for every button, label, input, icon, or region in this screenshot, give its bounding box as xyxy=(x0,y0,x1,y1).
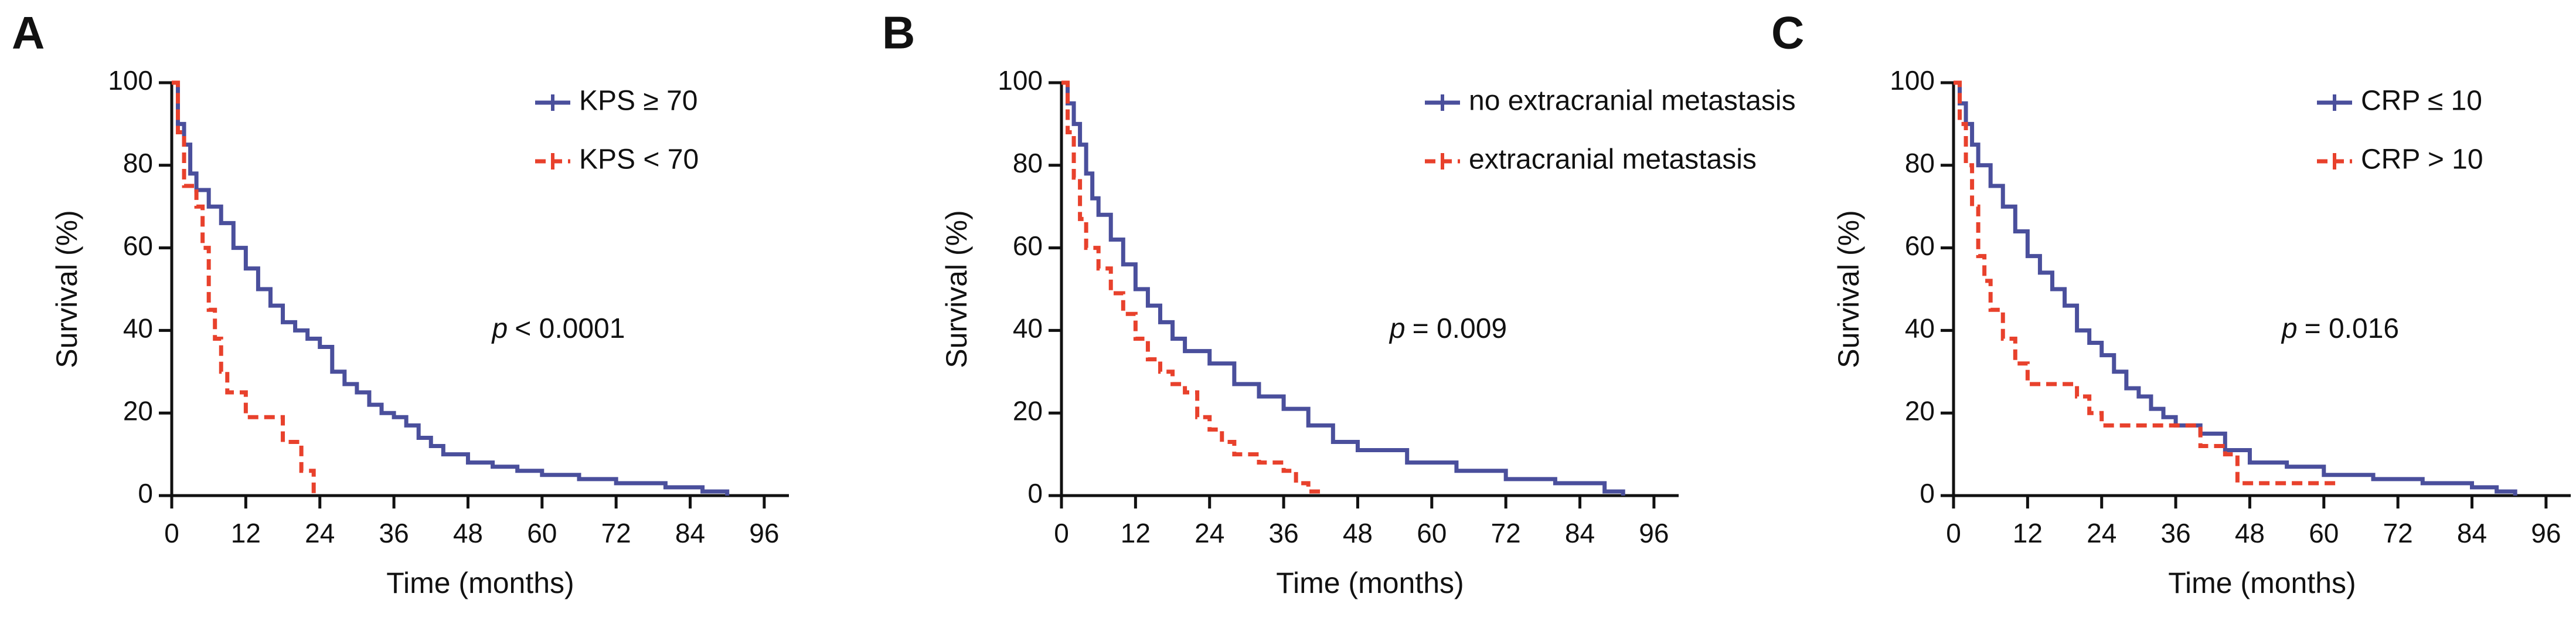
legend-label: CRP ≤ 10 xyxy=(2361,86,2482,117)
survival-curve xyxy=(1061,80,1625,496)
x-tick-label: 48 xyxy=(2235,518,2265,548)
survival-curve xyxy=(172,80,730,496)
x-tick-label: 72 xyxy=(1491,518,1521,548)
x-tick-label: 96 xyxy=(749,518,779,548)
y-axis-label: Survival (%) xyxy=(940,210,973,368)
p-value-text: < 0.0001 xyxy=(515,313,625,344)
y-tick-label: 40 xyxy=(123,313,153,344)
legend-label: no extracranial metastasis xyxy=(1469,86,1796,117)
x-tick-label: 48 xyxy=(1343,518,1373,548)
y-tick-label: 100 xyxy=(108,65,153,96)
x-tick-label: 36 xyxy=(1268,518,1298,548)
x-tick-label: 96 xyxy=(2531,518,2561,548)
x-tick-label: 60 xyxy=(2309,518,2339,548)
x-tick-label: 72 xyxy=(601,518,631,548)
legend-label: extracranial metastasis xyxy=(1469,144,1757,175)
x-tick-label: 60 xyxy=(527,518,557,548)
p-value: p = 0.016 xyxy=(2281,313,2399,344)
y-tick-label: 80 xyxy=(123,148,153,178)
y-tick-label: 0 xyxy=(138,478,153,508)
x-tick-label: 24 xyxy=(1195,518,1224,548)
y-tick-label: 20 xyxy=(123,395,153,426)
panel-letter: B xyxy=(882,7,915,59)
x-tick-label: 0 xyxy=(164,518,179,548)
y-tick-label: 40 xyxy=(1013,313,1043,344)
x-tick-label: 0 xyxy=(1946,518,1961,548)
x-tick-label: 72 xyxy=(2383,518,2413,548)
legend-label: CRP > 10 xyxy=(2361,144,2483,175)
x-tick-label: 84 xyxy=(675,518,705,548)
x-axis-label: Time (months) xyxy=(1276,567,1464,599)
p-value-text: = 0.016 xyxy=(2305,313,2399,344)
x-tick-label: 12 xyxy=(2013,518,2043,548)
survival-curve xyxy=(172,80,316,496)
y-tick-label: 60 xyxy=(1905,230,1935,261)
x-tick-label: 84 xyxy=(1565,518,1595,548)
x-tick-label: 36 xyxy=(379,518,409,548)
x-tick-label: 12 xyxy=(231,518,261,548)
p-value-text: = 0.009 xyxy=(1413,313,1507,344)
y-tick-label: 60 xyxy=(123,230,153,261)
y-tick-label: 20 xyxy=(1013,395,1043,426)
x-tick-label: 96 xyxy=(1639,518,1669,548)
x-tick-label: 48 xyxy=(453,518,483,548)
y-tick-label: 100 xyxy=(1890,65,1935,96)
panel-letter: C xyxy=(1771,7,1804,59)
y-tick-label: 80 xyxy=(1013,148,1043,178)
x-tick-label: 36 xyxy=(2160,518,2190,548)
p-symbol: p xyxy=(1389,313,1406,344)
p-symbol: p xyxy=(491,313,508,344)
x-axis-label: Time (months) xyxy=(386,567,574,599)
survival-curve xyxy=(1061,80,1323,496)
y-tick-label: 80 xyxy=(1905,148,1935,178)
x-tick-label: 60 xyxy=(1417,518,1447,548)
y-axis-label: Survival (%) xyxy=(50,210,83,368)
p-value: p < 0.0001 xyxy=(491,313,625,344)
y-axis-label: Survival (%) xyxy=(1832,210,1865,368)
y-tick-label: 60 xyxy=(1013,230,1043,261)
y-tick-label: 0 xyxy=(1027,478,1043,508)
p-symbol: p xyxy=(2281,313,2298,344)
x-tick-label: 24 xyxy=(305,518,335,548)
y-tick-label: 40 xyxy=(1905,313,1935,344)
y-tick-label: 100 xyxy=(998,65,1043,96)
y-tick-label: 20 xyxy=(1905,395,1935,426)
x-tick-label: 12 xyxy=(1121,518,1151,548)
x-tick-label: 24 xyxy=(2087,518,2116,548)
y-tick-label: 0 xyxy=(1920,478,1935,508)
x-tick-label: 0 xyxy=(1054,518,1069,548)
survival-curve xyxy=(1954,80,2336,486)
legend-label: KPS ≥ 70 xyxy=(579,86,697,117)
p-value: p = 0.009 xyxy=(1389,313,1507,344)
x-axis-label: Time (months) xyxy=(2168,567,2356,599)
panel-letter: A xyxy=(12,7,45,59)
x-tick-label: 84 xyxy=(2457,518,2487,548)
legend-label: KPS < 70 xyxy=(579,144,699,175)
survival-curve xyxy=(1954,80,2517,496)
